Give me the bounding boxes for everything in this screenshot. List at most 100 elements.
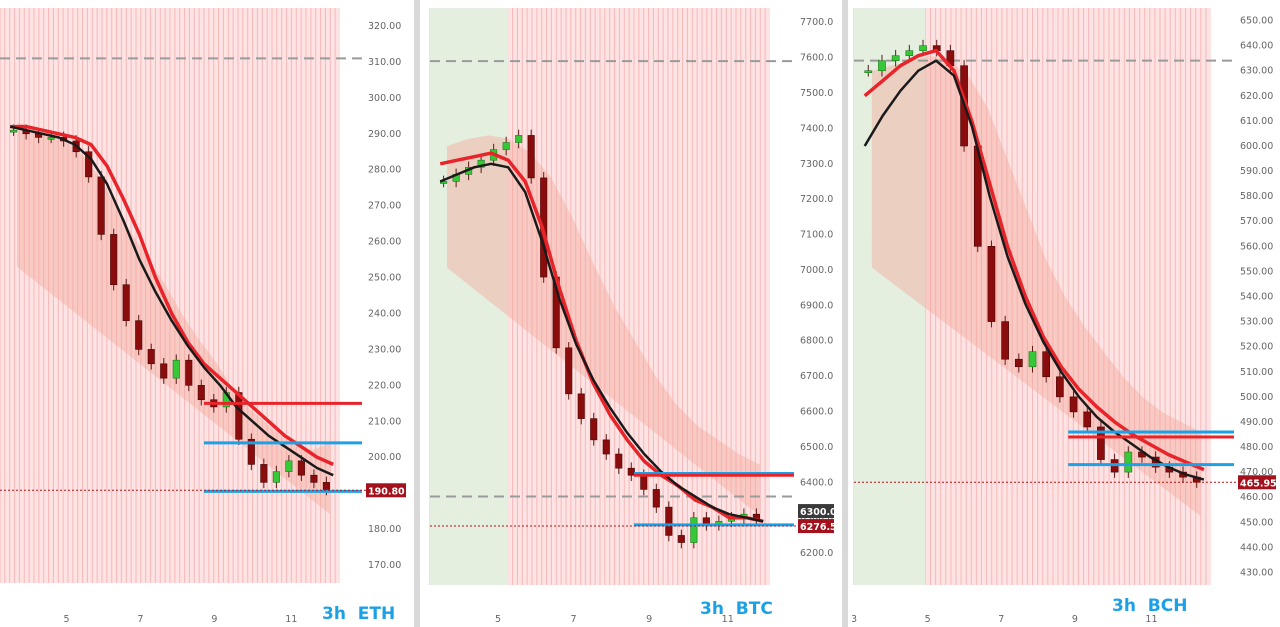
candle-body: [260, 464, 268, 483]
chart-panel-bch: 430.00 440.00 450.00 460.00 470.00 480.00 490.…: [852, 0, 1280, 627]
y-tick-label: 7700.0: [800, 17, 833, 28]
candle-body: [864, 70, 873, 74]
y-tick-label: 6300.0: [800, 513, 833, 524]
y-tick-label: 430.00: [1240, 567, 1273, 578]
y-tick-label: 300.00: [368, 93, 401, 104]
y-tick-label: 6400.0: [800, 477, 833, 488]
x-tick-label: 7: [571, 614, 577, 625]
candle-body: [272, 471, 280, 483]
y-tick-label: 270.00: [368, 201, 401, 212]
candle-body: [565, 347, 573, 395]
candle-body: [1124, 451, 1133, 473]
candle-body: [577, 393, 585, 419]
y-tick-label: 440.00: [1240, 542, 1273, 553]
candle-body: [690, 517, 698, 543]
x-tick-label: 3: [852, 614, 857, 625]
candle-body: [627, 467, 635, 476]
y-tick-label: 7600.0: [800, 53, 833, 64]
cloud-area: [447, 135, 760, 516]
panel-separator: [842, 0, 848, 627]
candle-body: [235, 392, 243, 440]
x-tick-label: 5: [64, 614, 70, 625]
candle-body: [85, 151, 93, 178]
bch-chart-caption: 3h BCH: [1112, 596, 1188, 616]
candle-body: [1056, 376, 1064, 398]
bch-chart-svg[interactable]: 430.00 440.00 450.00 460.00 470.00 480.00 490.…: [852, 0, 1280, 627]
candle-body: [477, 159, 485, 168]
chart-panel-btc: 6200.0 6300.0 6400.0 6500.0 6600.0 6700.0 6800…: [428, 0, 834, 627]
panel-separator: [414, 0, 420, 627]
candle-body: [147, 349, 155, 365]
y-tick-label: 540.00: [1240, 292, 1273, 303]
y-tick-label: 570.00: [1240, 216, 1273, 227]
candle-body: [590, 418, 598, 441]
y-tick-label: 460.00: [1240, 492, 1273, 503]
y-tick-label: 6700.0: [800, 371, 833, 382]
ma-black-line: [439, 162, 764, 523]
y-tick-label: 640.00: [1240, 41, 1273, 52]
y-tick-label: 280.00: [368, 165, 401, 176]
candle-body: [1001, 321, 1009, 360]
x-tick-label: 5: [495, 614, 501, 625]
price-tag-box: [798, 519, 834, 534]
candle-body: [440, 181, 448, 184]
candle-body: [891, 55, 900, 61]
x-tick-label: 9: [211, 614, 217, 625]
y-tick-label: 590.00: [1240, 166, 1273, 177]
y-tick-label: 520.00: [1240, 342, 1273, 353]
candle-body: [247, 438, 255, 465]
y-tick-label: 220.00: [368, 380, 401, 391]
y-tick-label: 6800.0: [800, 336, 833, 347]
y-tick-label: 310.00: [368, 57, 401, 68]
btc-chart-svg[interactable]: 6200.0 6300.0 6400.0 6500.0 6600.0 6700.0 6800…: [428, 0, 834, 627]
y-tick-label: 290.00: [368, 129, 401, 140]
candle-body: [905, 50, 914, 56]
candle-body: [1028, 351, 1037, 368]
level-tag-box: [798, 504, 834, 519]
y-tick-label: 7300.0: [800, 159, 833, 170]
candle-body: [878, 60, 886, 72]
candle-body: [172, 359, 180, 379]
y-tick-label: 490.00: [1240, 417, 1273, 428]
x-tick-label: 7: [998, 614, 1004, 625]
y-tick-label: 580.00: [1240, 191, 1273, 202]
y-tick-label: 320.00: [368, 21, 401, 32]
y-tick-label: 7000.0: [800, 265, 833, 276]
y-tick-label: 6600.0: [800, 407, 833, 418]
y-tick-label: 620.00: [1240, 91, 1273, 102]
y-tick-label: 6900.0: [800, 300, 833, 311]
candle-body: [1069, 396, 1078, 413]
y-tick-label: 600.00: [1240, 141, 1273, 152]
candle-body: [602, 439, 610, 455]
y-tick-label: 630.00: [1240, 66, 1273, 77]
x-tick-label: 11: [722, 614, 734, 625]
y-tick-label: 530.00: [1240, 317, 1273, 328]
candle-body: [47, 137, 55, 140]
y-tick-label: 260.00: [368, 237, 401, 248]
candle-body: [297, 460, 305, 476]
green-band: [430, 8, 509, 585]
y-tick-label: 480.00: [1240, 442, 1273, 453]
eth-chart-caption: 3h ETH: [322, 604, 396, 624]
y-tick-label: 610.00: [1240, 116, 1273, 127]
y-tick-label: 500.00: [1240, 392, 1273, 403]
y-tick-label: 180.00: [368, 524, 401, 535]
eth-chart-svg[interactable]: 170.00180.00190.00200.00210.00220.00230.…: [0, 0, 412, 627]
ma-red-line: [863, 48, 1205, 472]
ma-black-line: [863, 59, 1205, 481]
y-tick-label: 200.00: [368, 452, 401, 463]
y-tick-label: 210.00: [368, 416, 401, 427]
y-tick-label: 450.00: [1240, 517, 1273, 528]
candle-body: [310, 474, 318, 483]
candle-body: [197, 385, 205, 401]
candle-body: [185, 359, 193, 386]
price-tag-box: [1238, 475, 1276, 490]
level-tag-label: 6300.0: [800, 507, 834, 518]
x-tick-label: 9: [1072, 614, 1078, 625]
candle-body: [1042, 351, 1051, 378]
y-tick-label: 510.00: [1240, 367, 1273, 378]
x-tick-label: 11: [285, 614, 297, 625]
candle-body: [502, 142, 510, 150]
candle-body: [122, 284, 130, 321]
y-tick-label: 6500.0: [800, 442, 833, 453]
